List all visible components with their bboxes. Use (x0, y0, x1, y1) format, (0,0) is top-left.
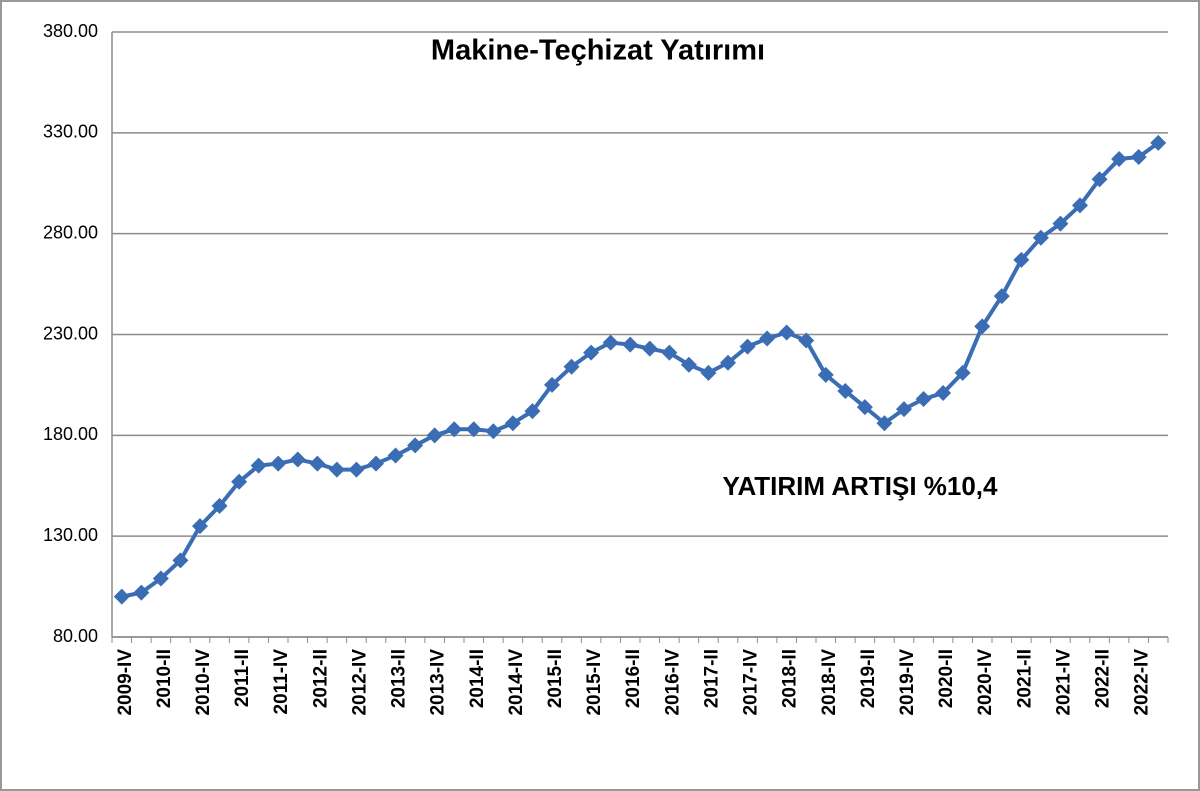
annotation: YATIRIM ARTIŞI %10,4 (723, 471, 999, 501)
x-tick-label: 2022-II (1093, 649, 1114, 708)
y-tick-label: 330.00 (43, 122, 98, 142)
x-tick-label: 2015-II (545, 649, 566, 708)
x-tick-label: 2016-IV (662, 649, 683, 716)
data-point (622, 336, 639, 353)
data-point (720, 354, 736, 371)
x-tick-label: 2013-II (389, 649, 410, 708)
data-point (700, 364, 717, 381)
x-tick-label: 2014-IV (506, 649, 527, 716)
data-point (426, 427, 443, 444)
data-point (231, 473, 248, 490)
data-point (798, 332, 815, 349)
x-tick-label: 2015-IV (584, 649, 605, 716)
x-tick-label: 2010-II (154, 649, 175, 708)
data-point (309, 455, 326, 472)
data-point (387, 447, 404, 464)
data-point (1130, 149, 1147, 166)
data-point (250, 457, 267, 474)
data-point (172, 552, 189, 569)
y-tick-label: 230.00 (43, 323, 98, 343)
data-point (876, 415, 893, 432)
data-point (113, 588, 130, 605)
data-point (485, 423, 502, 440)
data-point (602, 334, 619, 351)
data-point (1111, 151, 1128, 168)
data-point (954, 364, 971, 381)
data-point (1091, 171, 1108, 188)
y-tick-label: 80.00 (53, 626, 98, 646)
data-point (446, 421, 463, 438)
y-tick-label: 180.00 (43, 424, 98, 444)
data-point (504, 415, 521, 432)
data-point (915, 391, 932, 408)
x-tick-label: 2011-IV (271, 649, 292, 715)
data-point (465, 421, 482, 438)
x-tick-label: 2022-IV (1132, 649, 1153, 716)
x-tick-label: 2019-II (858, 649, 879, 708)
x-tick-label: 2011-II (232, 649, 253, 707)
x-tick-label: 2018-II (780, 649, 801, 708)
x-tick-label: 2017-II (701, 649, 722, 708)
x-tick-label: 2012-II (310, 649, 331, 708)
data-point (152, 570, 169, 587)
data-point (289, 451, 306, 468)
data-point (211, 497, 228, 514)
x-tick-label: 2009-IV (115, 649, 136, 716)
x-tick-label: 2010-IV (193, 649, 214, 716)
data-point (739, 338, 756, 355)
x-tick-label: 2021-II (1014, 649, 1035, 708)
data-point (974, 318, 991, 335)
data-point (407, 437, 424, 454)
data-point (661, 344, 678, 361)
data-point (1013, 251, 1030, 268)
data-point (524, 403, 541, 420)
data-point (563, 358, 580, 375)
x-tick-label: 2016-II (623, 649, 644, 708)
x-tick-label: 2020-IV (975, 649, 996, 716)
data-point (328, 461, 345, 478)
data-point (778, 324, 795, 341)
x-tick-label: 2013-IV (428, 649, 449, 716)
y-tick-label: 280.00 (43, 222, 98, 242)
data-point (192, 518, 208, 535)
x-tick-label: 2021-IV (1053, 649, 1074, 716)
x-tick-label: 2020-II (936, 649, 957, 708)
chart-title: Makine-Teçhizat Yatırımı (431, 35, 765, 67)
data-point (896, 401, 912, 418)
data-point (856, 399, 873, 416)
y-tick-label: 130.00 (43, 525, 98, 545)
data-point (817, 366, 834, 383)
y-tick-label: 380.00 (43, 21, 98, 41)
data-point (368, 455, 384, 472)
data-point (270, 455, 287, 472)
data-point (133, 584, 150, 601)
data-point (348, 461, 365, 478)
data-point (680, 356, 697, 373)
data-point (641, 340, 658, 357)
data-point (583, 344, 600, 361)
x-tick-label: 2012-IV (349, 649, 370, 716)
data-point (1032, 229, 1049, 246)
data-point (935, 384, 952, 401)
x-tick-label: 2014-II (467, 649, 488, 708)
data-point (1072, 197, 1088, 214)
data-point (544, 376, 560, 393)
x-tick-label: 2019-IV (897, 649, 918, 716)
data-point (1150, 134, 1167, 151)
data-point (1052, 215, 1069, 232)
x-tick-label: 2018-IV (819, 649, 840, 716)
data-point (993, 288, 1010, 305)
x-tick-label: 2017-IV (741, 649, 762, 716)
data-point (759, 330, 776, 347)
data-point (837, 382, 854, 399)
